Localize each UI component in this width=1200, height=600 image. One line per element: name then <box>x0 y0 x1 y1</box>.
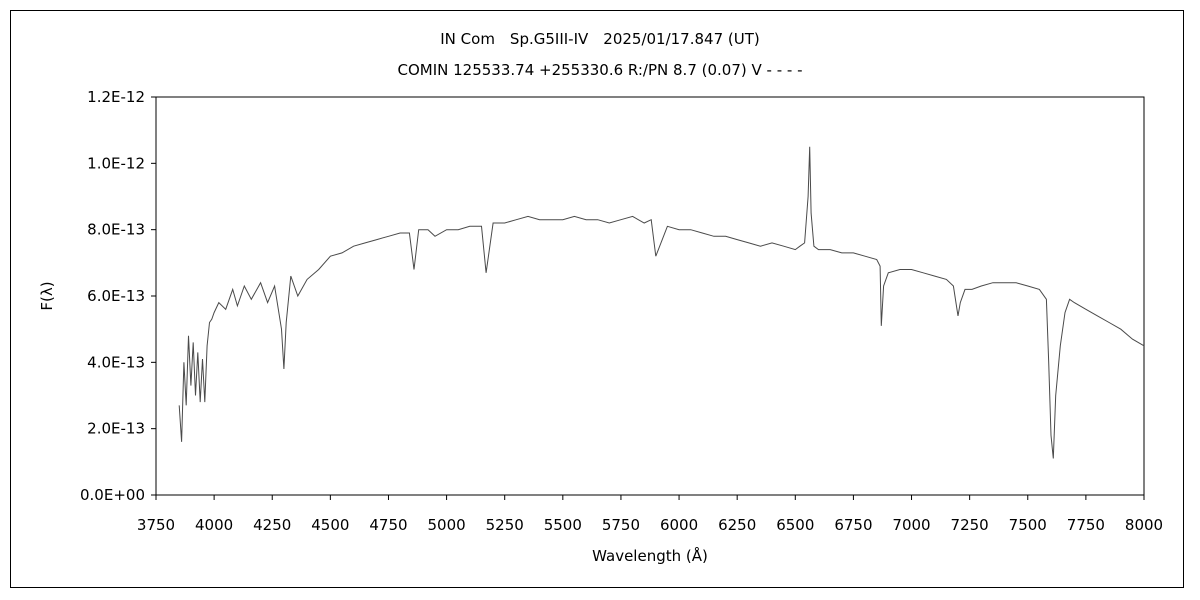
x-tick-label: 5750 <box>602 516 640 534</box>
x-axis-label: Wavelength (Å) <box>592 546 708 565</box>
chart-title-line1: IN Com Sp.G5III-IV 2025/01/17.847 (UT) <box>440 30 760 48</box>
y-tick-label: 8.0E-13 <box>87 221 145 239</box>
y-tick-label: 2.0E-13 <box>87 420 145 438</box>
x-tick-label: 5250 <box>486 516 524 534</box>
x-tick-label: 7500 <box>1009 516 1047 534</box>
x-tick-label: 6250 <box>718 516 756 534</box>
y-tick-label: 1.0E-12 <box>87 154 145 172</box>
x-tick-label: 5500 <box>544 516 582 534</box>
x-tick-label: 6500 <box>776 516 814 534</box>
x-tick-label: 3750 <box>137 516 175 534</box>
y-tick-label: 4.0E-13 <box>87 353 145 371</box>
x-tick-label: 7250 <box>951 516 989 534</box>
x-axis: 3750 4000 4250 4500 4750 5000 5250 5500 5750 6000… <box>137 495 1163 534</box>
x-tick-label: 4000 <box>195 516 233 534</box>
chart-frame <box>10 10 1184 588</box>
y-tick-label: 6.0E-13 <box>87 287 145 305</box>
y-axis-label: F(λ) <box>38 281 56 310</box>
x-tick-label: 5000 <box>427 516 465 534</box>
y-tick-label: 1.2E-12 <box>87 88 145 106</box>
x-tick-label: 7000 <box>892 516 930 534</box>
x-tick-label: 4750 <box>369 516 407 534</box>
x-tick-label: 4500 <box>311 516 349 534</box>
x-tick-label: 4250 <box>253 516 291 534</box>
x-tick-label: 8000 <box>1125 516 1163 534</box>
plot-area <box>155 96 1145 496</box>
chart-title-line2: COMIN 125533.74 +255330.6 R:/PN 8.7 (0.0… <box>397 61 802 79</box>
spectrum-line <box>178 146 1145 459</box>
x-tick-label: 6750 <box>834 516 872 534</box>
y-axis: 0.0E+00 2.0E-13 4.0E-13 6.0E-13 8.0E-13 1.0E-… <box>80 88 156 504</box>
y-tick-label: 0.0E+00 <box>80 486 145 504</box>
x-tick-label: 6000 <box>660 516 698 534</box>
x-tick-label: 7750 <box>1067 516 1105 534</box>
